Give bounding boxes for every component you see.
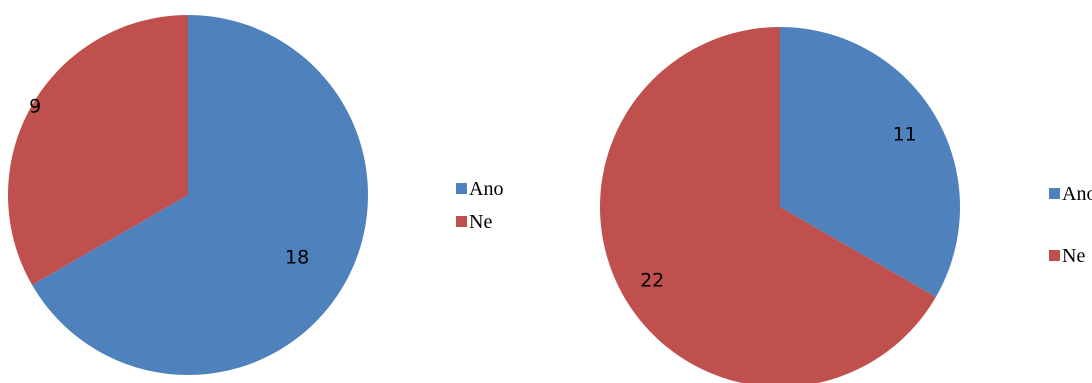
chart-2-label-ne: 22 xyxy=(640,269,664,291)
chart-2-slice-ano xyxy=(780,27,960,297)
chart-2-data-labels: 11 22 xyxy=(640,124,917,292)
chart-2-legend-swatch-ano xyxy=(1049,188,1060,199)
chart-1-legend-ano: Ano xyxy=(469,178,503,200)
chart-2: 11 22 Ano Ne xyxy=(600,27,1092,383)
chart-2-legend-ne: Ne xyxy=(1062,245,1085,267)
chart-1-slice-ne xyxy=(7,15,188,285)
chart-2-slices xyxy=(600,27,960,383)
chart-2-legend: Ano Ne xyxy=(1049,183,1092,267)
chart-1-label-ano: 18 xyxy=(285,247,309,269)
chart-1-data-labels: 18 9 xyxy=(29,95,309,268)
chart-2-legend-swatch-ne xyxy=(1049,250,1060,261)
chart-2-legend-ano: Ano xyxy=(1062,183,1092,205)
chart-1: 18 9 Ano Ne xyxy=(7,15,503,375)
chart-1-legend-swatch-ne xyxy=(456,216,467,227)
chart-1-slices xyxy=(7,15,369,375)
chart-2-label-ano: 11 xyxy=(893,124,917,146)
chart-1-slice-ano xyxy=(32,15,369,375)
chart-2-slice-ne xyxy=(600,27,936,383)
chart-1-legend: Ano Ne xyxy=(456,178,503,233)
chart-1-legend-ne: Ne xyxy=(469,211,492,233)
chart-1-legend-swatch-ano xyxy=(456,183,467,194)
chart-1-label-ne: 9 xyxy=(29,95,41,117)
